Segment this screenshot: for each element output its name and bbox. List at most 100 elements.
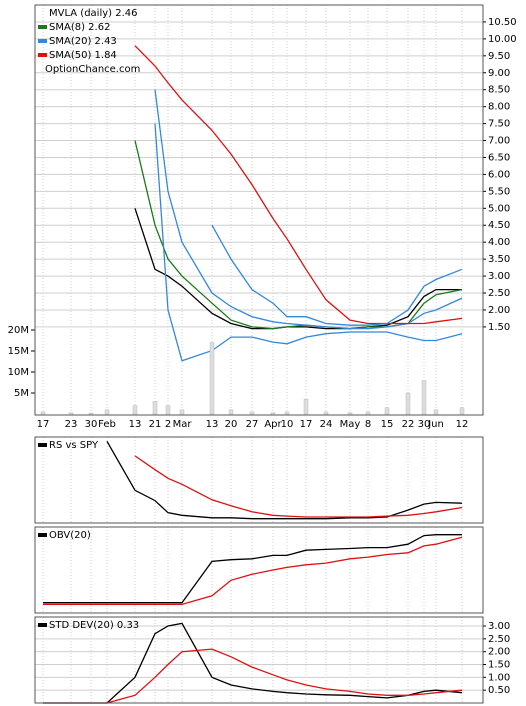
series-line: [134, 140, 463, 330]
series-line: [134, 455, 463, 518]
x-tick-label: 15: [381, 419, 394, 430]
volume-bar: [88, 412, 94, 415]
x-tick-label: 27: [246, 419, 259, 430]
y-tick-label: 10.00: [488, 34, 517, 45]
watermark: OptionChance.com: [45, 64, 140, 75]
y-tick-label: 6.50: [488, 152, 510, 163]
y-tick-label: 5.00: [488, 203, 510, 214]
y-tick-label: 2.00: [488, 647, 510, 658]
volume-bar: [104, 409, 110, 415]
y-tick-label: 3.00: [488, 621, 510, 632]
x-tick-label: 2: [165, 419, 171, 430]
series-line: [154, 89, 463, 330]
y-tick-label: 5M: [14, 388, 29, 399]
volume-bar: [132, 405, 138, 415]
volume-bar: [165, 405, 171, 415]
y-tick-label: 4.00: [488, 237, 510, 248]
y-tick-label: 4.50: [488, 220, 510, 231]
x-tick-label: Apr: [264, 419, 282, 430]
panel-frame: [34, 616, 484, 704]
volume-bar: [459, 407, 465, 415]
volume-bar: [228, 409, 234, 415]
y-tick-label: 2.00: [488, 305, 510, 316]
legend-swatch: [38, 53, 47, 57]
volume-bar: [384, 407, 390, 415]
series-line: [43, 622, 463, 704]
volume-bar: [179, 409, 185, 415]
y-tick-label: 1.50: [488, 659, 510, 670]
legend-swatch: [38, 533, 47, 537]
volume-bar: [270, 412, 276, 415]
x-tick-label: 30: [85, 419, 98, 430]
series-line: [43, 534, 462, 604]
y-tick-label: 9.50: [488, 51, 510, 62]
volume-bar: [284, 411, 290, 415]
legend-swatch: [38, 25, 47, 29]
x-tick-label: Feb: [98, 419, 116, 430]
x-tick-label: 23: [65, 419, 78, 430]
y-tick-label: 15M: [8, 346, 29, 357]
chart-title: MVLA (daily) 2.46: [49, 8, 138, 19]
x-tick-label: 17: [37, 419, 50, 430]
series-line: [43, 648, 463, 704]
panel-frame: [34, 526, 484, 614]
panel-frame: [34, 4, 484, 416]
y-tick-label: 3.00: [488, 271, 510, 282]
volume-bar: [433, 409, 439, 415]
x-tick-label: 22: [402, 419, 415, 430]
y-tick-label: 0.50: [488, 685, 510, 696]
series-line: [134, 208, 462, 330]
series-line: [43, 536, 463, 606]
volume-bar: [152, 401, 158, 415]
y-tick-label: 3.50: [488, 254, 510, 265]
y-tick-label: 8.50: [488, 85, 510, 96]
x-tick-label: 24: [320, 419, 333, 430]
legend-label: STD DEV(20) 0.33: [49, 620, 139, 631]
volume-bar: [303, 399, 309, 415]
y-tick-label: 7.00: [488, 136, 510, 147]
legend-swatch: [38, 623, 47, 627]
x-tick-label: 8: [365, 419, 371, 430]
y-tick-label: 5.50: [488, 186, 510, 197]
x-tick-label: Mar: [173, 419, 193, 430]
volume-bar: [249, 411, 255, 415]
y-tick-label: 1.50: [488, 322, 510, 333]
volume-bar: [405, 392, 411, 415]
y-tick-label: 10.50: [488, 17, 517, 28]
volume-bar: [421, 380, 427, 415]
series-line: [134, 45, 463, 325]
volume-bar: [68, 412, 74, 415]
x-tick-label: 12: [456, 419, 469, 430]
x-tick-label: 20: [225, 419, 238, 430]
x-tick-label: 21: [149, 419, 162, 430]
y-tick-label: 1.00: [488, 672, 510, 683]
x-tick-label: 17: [300, 419, 313, 430]
x-tick-label: Jun: [427, 419, 444, 430]
x-tick-label: 10: [281, 419, 294, 430]
y-tick-label: 20M: [8, 325, 29, 336]
volume-bar: [347, 412, 353, 415]
y-tick-label: 2.50: [488, 634, 510, 645]
legend-label: SMA(20) 2.43: [49, 36, 117, 47]
y-tick-label: 7.50: [488, 119, 510, 130]
legend-label: RS vs SPY: [49, 440, 99, 451]
panel-frame: [34, 436, 484, 524]
legend-swatch: [38, 443, 47, 447]
y-tick-label: 2.50: [488, 288, 510, 299]
legend-label: OBV(20): [49, 530, 91, 541]
series-line: [211, 224, 463, 326]
volume-bar: [323, 411, 329, 415]
volume-bar: [40, 411, 46, 415]
x-tick-label: 30: [418, 419, 431, 430]
y-tick-label: 8.00: [488, 102, 510, 113]
y-tick-label: 6.00: [488, 169, 510, 180]
series-line: [106, 440, 463, 520]
y-tick-label: 10M: [8, 367, 29, 378]
x-tick-label: 13: [206, 419, 219, 430]
volume-bar: [365, 411, 371, 415]
series-line: [154, 123, 463, 362]
legend-swatch: [38, 39, 47, 43]
legend-label: SMA(50) 1.84: [49, 50, 117, 61]
y-tick-label: 9.00: [488, 68, 510, 79]
